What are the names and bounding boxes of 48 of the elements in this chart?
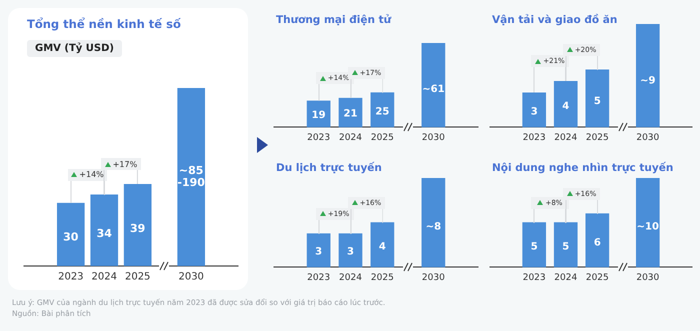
x-tick-label: 2030 xyxy=(636,272,660,283)
data-label: 30 xyxy=(63,230,79,244)
data-label: 4 xyxy=(378,242,386,253)
x-tick-label: 2025 xyxy=(370,132,394,143)
data-label: 3 xyxy=(347,246,354,258)
data-label: 39 xyxy=(130,222,146,236)
x-tick-label: 2024 xyxy=(554,272,578,283)
x-tick-label: 2024 xyxy=(339,132,362,143)
x-tick-label: 2030 xyxy=(178,272,204,283)
x-tick-label: 2024 xyxy=(554,132,578,143)
x-tick-label: 2030 xyxy=(422,132,446,143)
chart-title: Thương mại điện tử xyxy=(276,14,392,26)
data-label: 4 xyxy=(562,101,570,112)
data-label: ~9 xyxy=(640,75,656,86)
chart-title: Nội dung nghe nhìn trực tuyến xyxy=(492,162,674,174)
chart-title: Du lịch trực tuyến xyxy=(276,162,382,174)
data-label: 5 xyxy=(530,242,538,253)
data-label: 3 xyxy=(530,106,538,118)
x-tick-label: 2023 xyxy=(58,272,84,283)
x-tick-label: 2023 xyxy=(522,272,546,283)
data-label: 25 xyxy=(375,106,390,118)
x-tick-label: 2025 xyxy=(370,272,394,283)
x-tick-label: 2025 xyxy=(586,132,609,143)
data-label: ~10 xyxy=(636,222,659,233)
x-tick-label: 2030 xyxy=(636,132,660,143)
x-tick-label: 2023 xyxy=(522,132,546,143)
chart-title: Tổng thể nền kinh tế số xyxy=(27,17,181,31)
x-tick-label: 2030 xyxy=(422,272,446,283)
chart-subtitle: GMV (Tỷ USD) xyxy=(27,40,122,57)
x-tick-label: 2023 xyxy=(307,272,330,283)
data-label: 19 xyxy=(312,110,326,121)
data-label: 5 xyxy=(562,242,570,253)
data-label: ~8 xyxy=(426,222,442,233)
chart-title: Vận tải và giao đồ ăn xyxy=(492,14,618,26)
data-label: 21 xyxy=(344,108,358,120)
x-tick-label: 2025 xyxy=(124,272,150,283)
annotation: +17% xyxy=(112,160,138,169)
x-tick-label: 2024 xyxy=(92,272,117,283)
data-label: 3 xyxy=(315,246,322,258)
data-label: 34 xyxy=(96,226,112,240)
x-tick-label: 2024 xyxy=(339,272,362,283)
data-label: 5 xyxy=(594,96,601,107)
data-label: ~61 xyxy=(422,84,445,95)
x-tick-label: 2023 xyxy=(307,132,330,143)
annotation: +14% xyxy=(79,170,104,180)
data-label: 6 xyxy=(594,238,601,249)
x-tick-label: 2025 xyxy=(586,272,609,283)
data-label: ~85-190 xyxy=(177,164,206,189)
